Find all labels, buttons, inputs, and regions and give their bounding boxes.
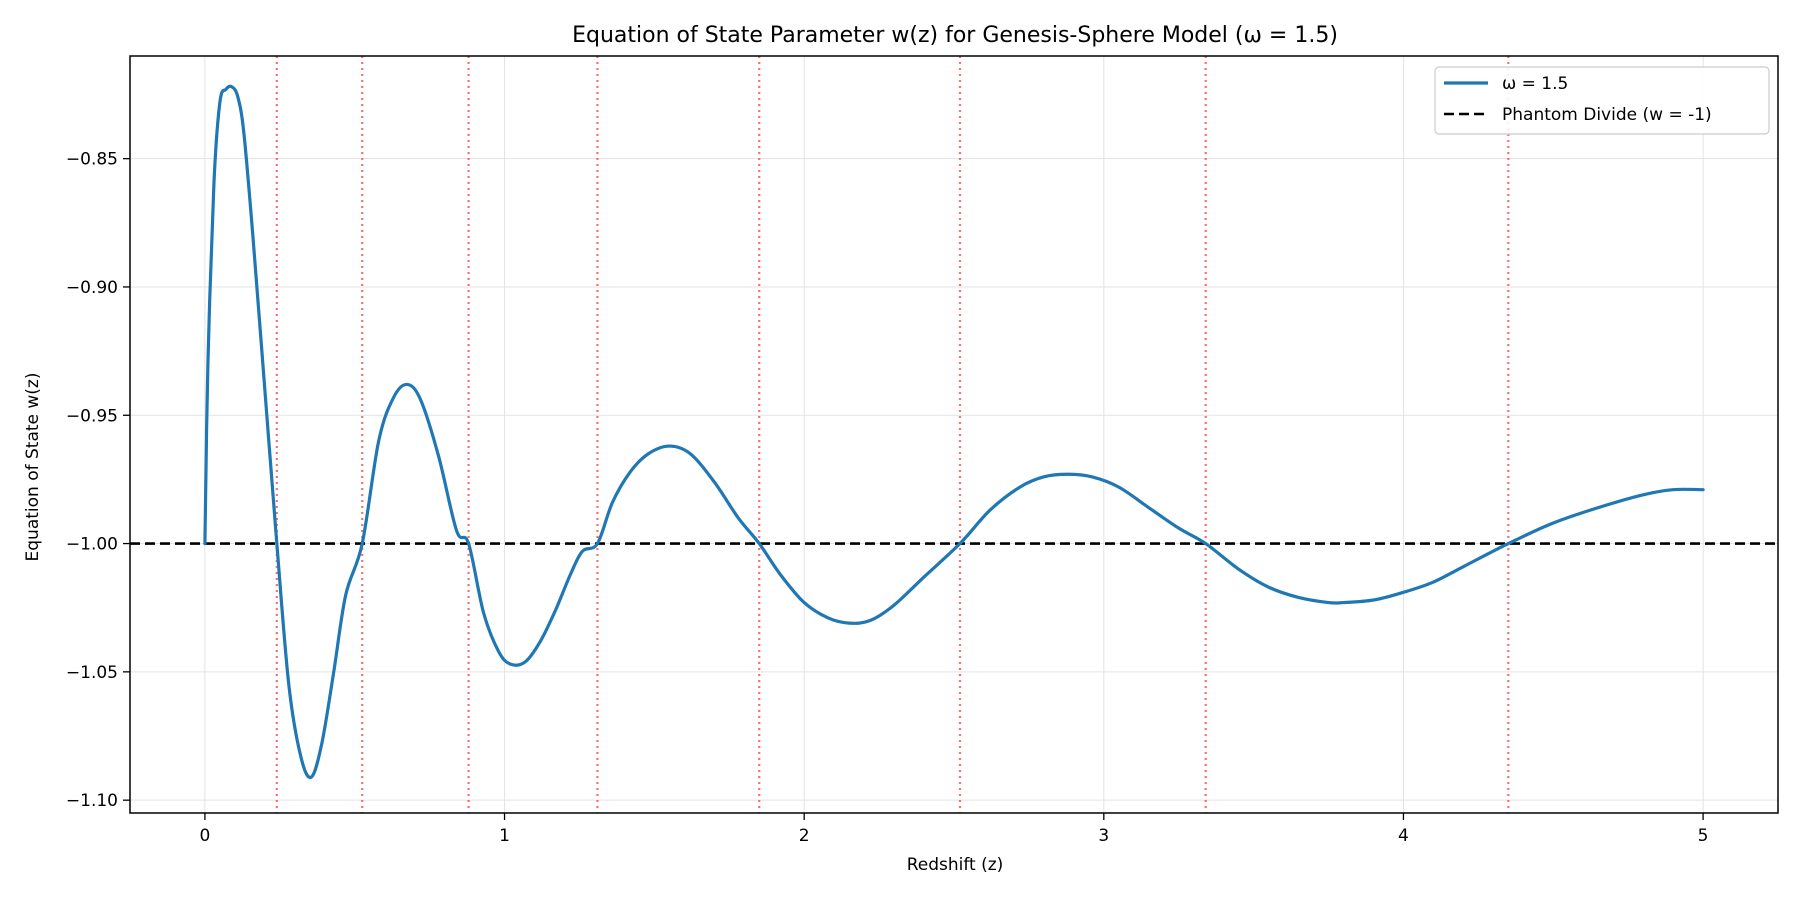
grid <box>130 56 1778 813</box>
y-tick-label: −1.00 <box>66 535 118 555</box>
x-axis-ticks: 0 1 2 3 4 5 <box>199 813 1709 846</box>
x-tick-label: 2 <box>799 826 810 846</box>
x-axis-label: Redshift (z) <box>907 855 1004 875</box>
plot-frame <box>129 55 1779 814</box>
x-tick-label: 3 <box>1098 826 1109 846</box>
y-tick-label: −0.95 <box>66 406 118 426</box>
chart-title: Equation of State Parameter w(z) for Gen… <box>572 23 1338 48</box>
x-tick-label: 5 <box>1698 826 1709 846</box>
y-tick-label: −1.10 <box>66 791 118 811</box>
x-tick-label: 1 <box>499 826 510 846</box>
legend: ω = 1.5 Phantom Divide (w = -1) <box>1434 66 1770 135</box>
y-axis-label: Equation of State w(z) <box>23 373 43 562</box>
series-line-omega-1-5 <box>203 84 1705 779</box>
legend-label-divide: Phantom Divide (w = -1) <box>1502 105 1712 125</box>
x-tick-label: 0 <box>199 826 210 846</box>
y-tick-label: −1.05 <box>66 663 118 683</box>
y-axis-ticks: −1.10 −1.05 −1.00 −0.95 −0.90 −0.85 <box>66 150 130 811</box>
legend-label-series: ω = 1.5 <box>1502 74 1568 94</box>
x-tick-label: 4 <box>1398 826 1409 846</box>
y-tick-label: −0.85 <box>66 150 118 170</box>
y-tick-label: −0.90 <box>66 278 118 298</box>
crossing-lines <box>275 56 1510 813</box>
legend-box <box>1434 66 1770 135</box>
